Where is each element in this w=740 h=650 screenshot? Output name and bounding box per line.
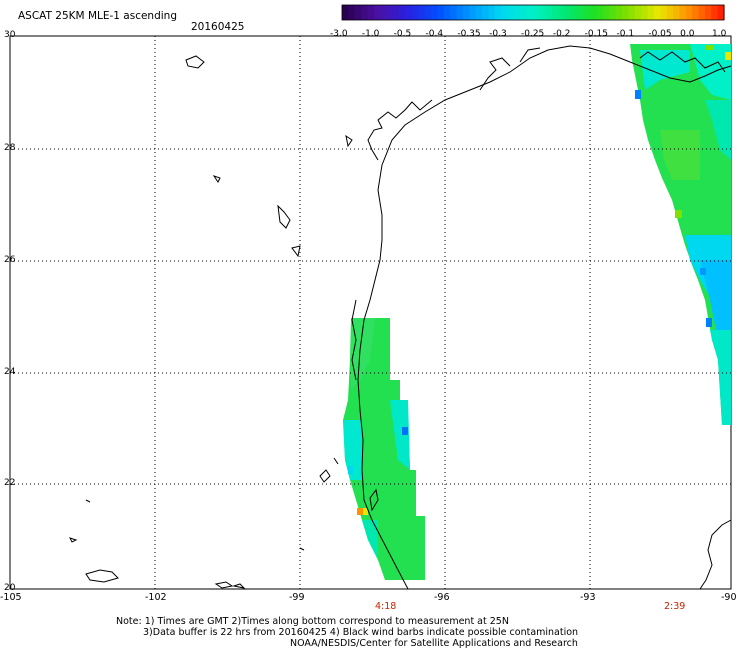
colorbar-label: -0.5 — [393, 29, 412, 39]
colorbar-segment — [507, 5, 515, 20]
lat-label-22: 22 — [4, 478, 16, 488]
colorbar-segment — [615, 5, 623, 20]
colorbar-segment — [711, 5, 719, 20]
colorbar-segment — [641, 5, 649, 20]
lat-label-26: 26 — [4, 255, 16, 265]
lon-label-99: -99 — [289, 592, 305, 603]
colorbar-segment — [469, 5, 477, 20]
colorbar-label: 0.0 — [680, 29, 695, 39]
colorbar-segment — [361, 5, 369, 20]
colorbar-segment — [494, 5, 502, 20]
colorbar — [341, 4, 725, 21]
colorbar-segment — [488, 5, 496, 20]
lon-label-93: -93 — [580, 592, 596, 603]
colorbar-segment — [501, 5, 509, 20]
colorbar-label: -0.15 — [584, 29, 608, 39]
chart-date: 20160425 — [191, 21, 245, 33]
colorbar-frame — [341, 4, 725, 21]
colorbar-segment — [437, 5, 445, 20]
colorbar-segment — [704, 5, 712, 20]
colorbar-label: 1.0 — [712, 29, 727, 39]
colorbar-segment — [348, 5, 356, 20]
lon-label-96: -96 — [434, 592, 450, 603]
colorbar-segment — [342, 5, 349, 20]
lat-label-24: 24 — [4, 367, 16, 377]
colorbar-segment — [462, 5, 470, 20]
colorbar-segment — [392, 5, 400, 20]
colorbar-segment — [673, 5, 681, 20]
lon-label-102: -102 — [145, 592, 167, 603]
colorbar-segment — [412, 5, 419, 20]
colorbar-label: -0.35 — [457, 29, 481, 39]
lon-label-90: -90 — [721, 592, 737, 603]
colorbar-segment — [450, 5, 458, 20]
colorbar-segment — [698, 5, 706, 20]
colorbar-segment — [634, 5, 642, 20]
colorbar-segment — [399, 5, 407, 20]
colorbar-segment — [418, 5, 426, 20]
chart-title: ASCAT 25KM MLE-1 ascending — [18, 10, 177, 22]
colorbar-segment — [628, 5, 636, 20]
colorbar-segment — [424, 5, 432, 20]
colorbar-segment — [564, 5, 572, 20]
colorbar-segment — [685, 5, 693, 20]
colorbar-label: -0.3 — [489, 29, 507, 39]
colorbar-segment — [717, 5, 725, 20]
colorbar-segment — [443, 5, 451, 20]
lat-label-20: 20 — [4, 583, 16, 593]
colorbar-segment — [520, 5, 528, 20]
overpass-time-west: 4:18 — [375, 601, 397, 612]
colorbar-label: -1.0 — [361, 29, 380, 39]
colorbar-segment — [596, 5, 604, 20]
colorbar-segment — [590, 5, 598, 20]
lat-label-28: 28 — [4, 143, 16, 153]
colorbar-label: -0.4 — [425, 29, 444, 39]
colorbar-segment — [653, 5, 661, 20]
colorbar-segment — [558, 5, 566, 20]
colorbar-segment — [456, 5, 464, 20]
colorbar-segment — [571, 5, 579, 20]
note-line-3: NOAA/NESDIS/Center for Satellite Applica… — [290, 638, 578, 649]
colorbar-segment — [513, 5, 521, 20]
colorbar-segment — [539, 5, 547, 20]
colorbar-segment — [386, 5, 394, 20]
colorbar-segment — [380, 5, 388, 20]
colorbar-segment — [577, 5, 585, 20]
colorbar-segment — [609, 5, 617, 20]
colorbar-segment — [354, 5, 362, 20]
colorbar-segment — [622, 5, 630, 20]
lon-label-105: -105 — [0, 592, 22, 603]
map-grid — [10, 36, 731, 589]
colorbar-segment — [405, 5, 413, 20]
note-line-1: Note: 1) Times are GMT 2)Times along bot… — [116, 616, 509, 627]
colorbar-segment — [533, 5, 540, 20]
colorbar-segment — [475, 5, 483, 20]
colorbar-segment — [660, 5, 668, 20]
colorbar-segment — [431, 5, 439, 20]
note-line-2: 3)Data buffer is 22 hrs from 20160425 4)… — [143, 627, 579, 638]
lat-label-30: 30 — [4, 30, 16, 40]
colorbar-segment — [526, 5, 534, 20]
colorbar-label: -0.25 — [521, 29, 545, 39]
colorbar-label: -0.05 — [648, 29, 672, 39]
overpass-time-east: 2:39 — [664, 601, 686, 612]
swath-east — [630, 44, 731, 425]
colorbar-segment — [373, 5, 381, 20]
colorbar-segment — [679, 5, 687, 20]
colorbar-segment — [692, 5, 700, 20]
colorbar-segment — [552, 5, 560, 20]
colorbar-label: -0.2 — [552, 29, 571, 39]
colorbar-segment — [367, 5, 375, 20]
colorbar-label: -0.1 — [616, 29, 635, 39]
colorbar-segment — [583, 5, 591, 20]
colorbar-segment — [603, 5, 610, 20]
swath-west — [343, 318, 425, 580]
colorbar-label: -3.0 — [330, 29, 348, 39]
colorbar-segment — [647, 5, 655, 20]
coastline — [69, 45, 732, 590]
colorbar-segment — [666, 5, 674, 20]
colorbar-segment — [482, 5, 490, 20]
colorbar-segment — [545, 5, 553, 20]
